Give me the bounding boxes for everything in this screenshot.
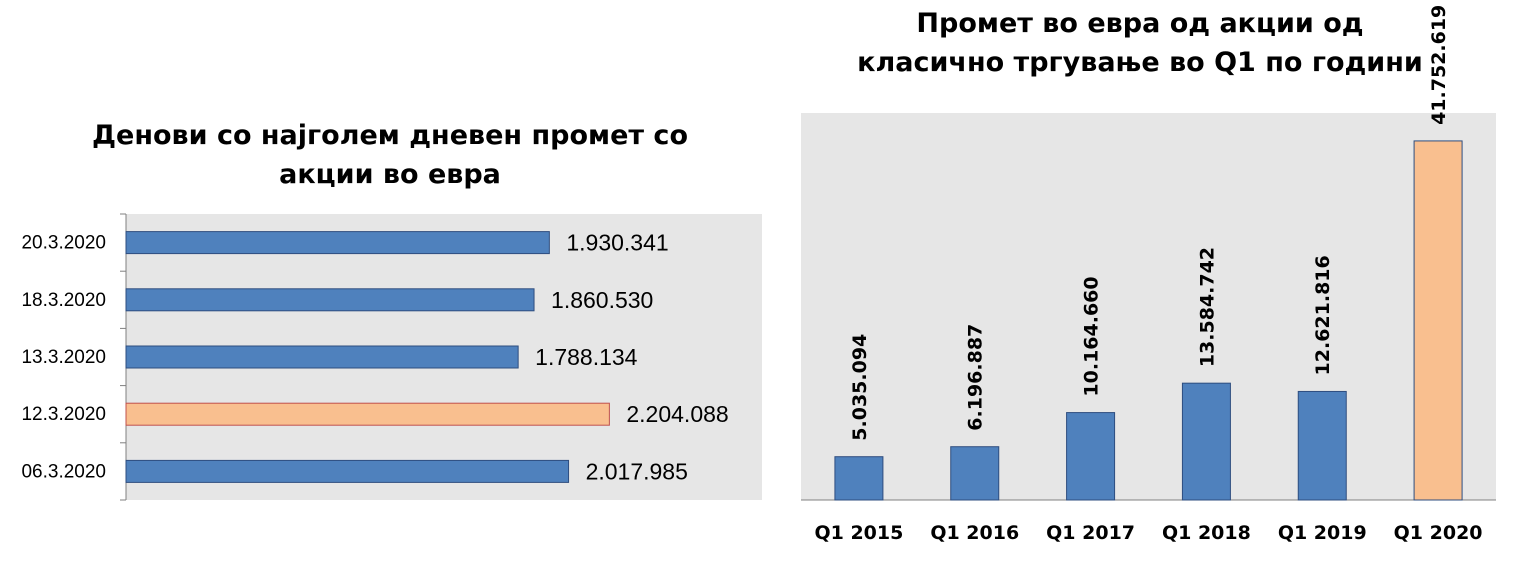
- right-category-label: Q1 2017: [1046, 522, 1135, 544]
- right-chart-title-line-2: класично тргување во Q1 по години: [857, 47, 1423, 79]
- right-value-label: 5.035.094: [849, 334, 871, 441]
- right-value-label: 6.196.887: [965, 324, 987, 431]
- left-value-label: 1.788.134: [535, 344, 638, 370]
- right-bar: [1413, 140, 1463, 501]
- right-bar: [834, 456, 884, 501]
- right-value-label: 12.621.816: [1312, 255, 1334, 375]
- right-value-label: 13.584.742: [1196, 247, 1218, 367]
- right-value-label: 10.164.660: [1081, 276, 1103, 396]
- right-value-label: 41.752.619: [1428, 5, 1450, 125]
- left-bar: [125, 345, 519, 369]
- right-category-label: Q1 2015: [814, 522, 903, 544]
- right-category-label: Q1 2019: [1278, 522, 1367, 544]
- right-category-label: Q1 2020: [1394, 522, 1483, 544]
- left-bar: [125, 459, 570, 483]
- right-category-label: Q1 2016: [930, 522, 1019, 544]
- right-chart-title-line-1: Промет во евра од акции од: [916, 8, 1364, 39]
- left-chart-title: Денови со најголем дневен промет со акци…: [60, 116, 720, 194]
- left-value-label: 2.017.985: [586, 458, 688, 484]
- right-category-label: Q1 2018: [1162, 522, 1251, 544]
- right-plot-area: [801, 113, 1496, 500]
- left-chart-title-line-2: акции во евра: [279, 159, 501, 191]
- right-bar: [1181, 382, 1231, 501]
- left-category-label: 12.3.2020: [21, 404, 106, 425]
- right-bar: [1297, 390, 1347, 501]
- left-bar: [125, 231, 550, 255]
- left-value-label: 2.204.088: [626, 401, 728, 427]
- left-chart-title-line-1: Денови со најголем дневен промет со: [91, 120, 688, 151]
- left-category-label: 18.3.2020: [21, 290, 106, 311]
- right-bar: [1066, 412, 1116, 501]
- left-bar: [125, 288, 535, 312]
- left-bar: [125, 402, 610, 426]
- left-category-label: 20.3.2020: [21, 233, 106, 254]
- left-category-label: 13.3.2020: [21, 347, 106, 368]
- right-chart-title: Промет во евра од акции од класично тргу…: [800, 4, 1480, 82]
- left-category-label: 06.3.2020: [21, 461, 106, 482]
- right-bar: [950, 446, 1000, 501]
- left-value-label: 1.860.530: [551, 287, 653, 313]
- left-value-label: 1.930.341: [566, 230, 668, 256]
